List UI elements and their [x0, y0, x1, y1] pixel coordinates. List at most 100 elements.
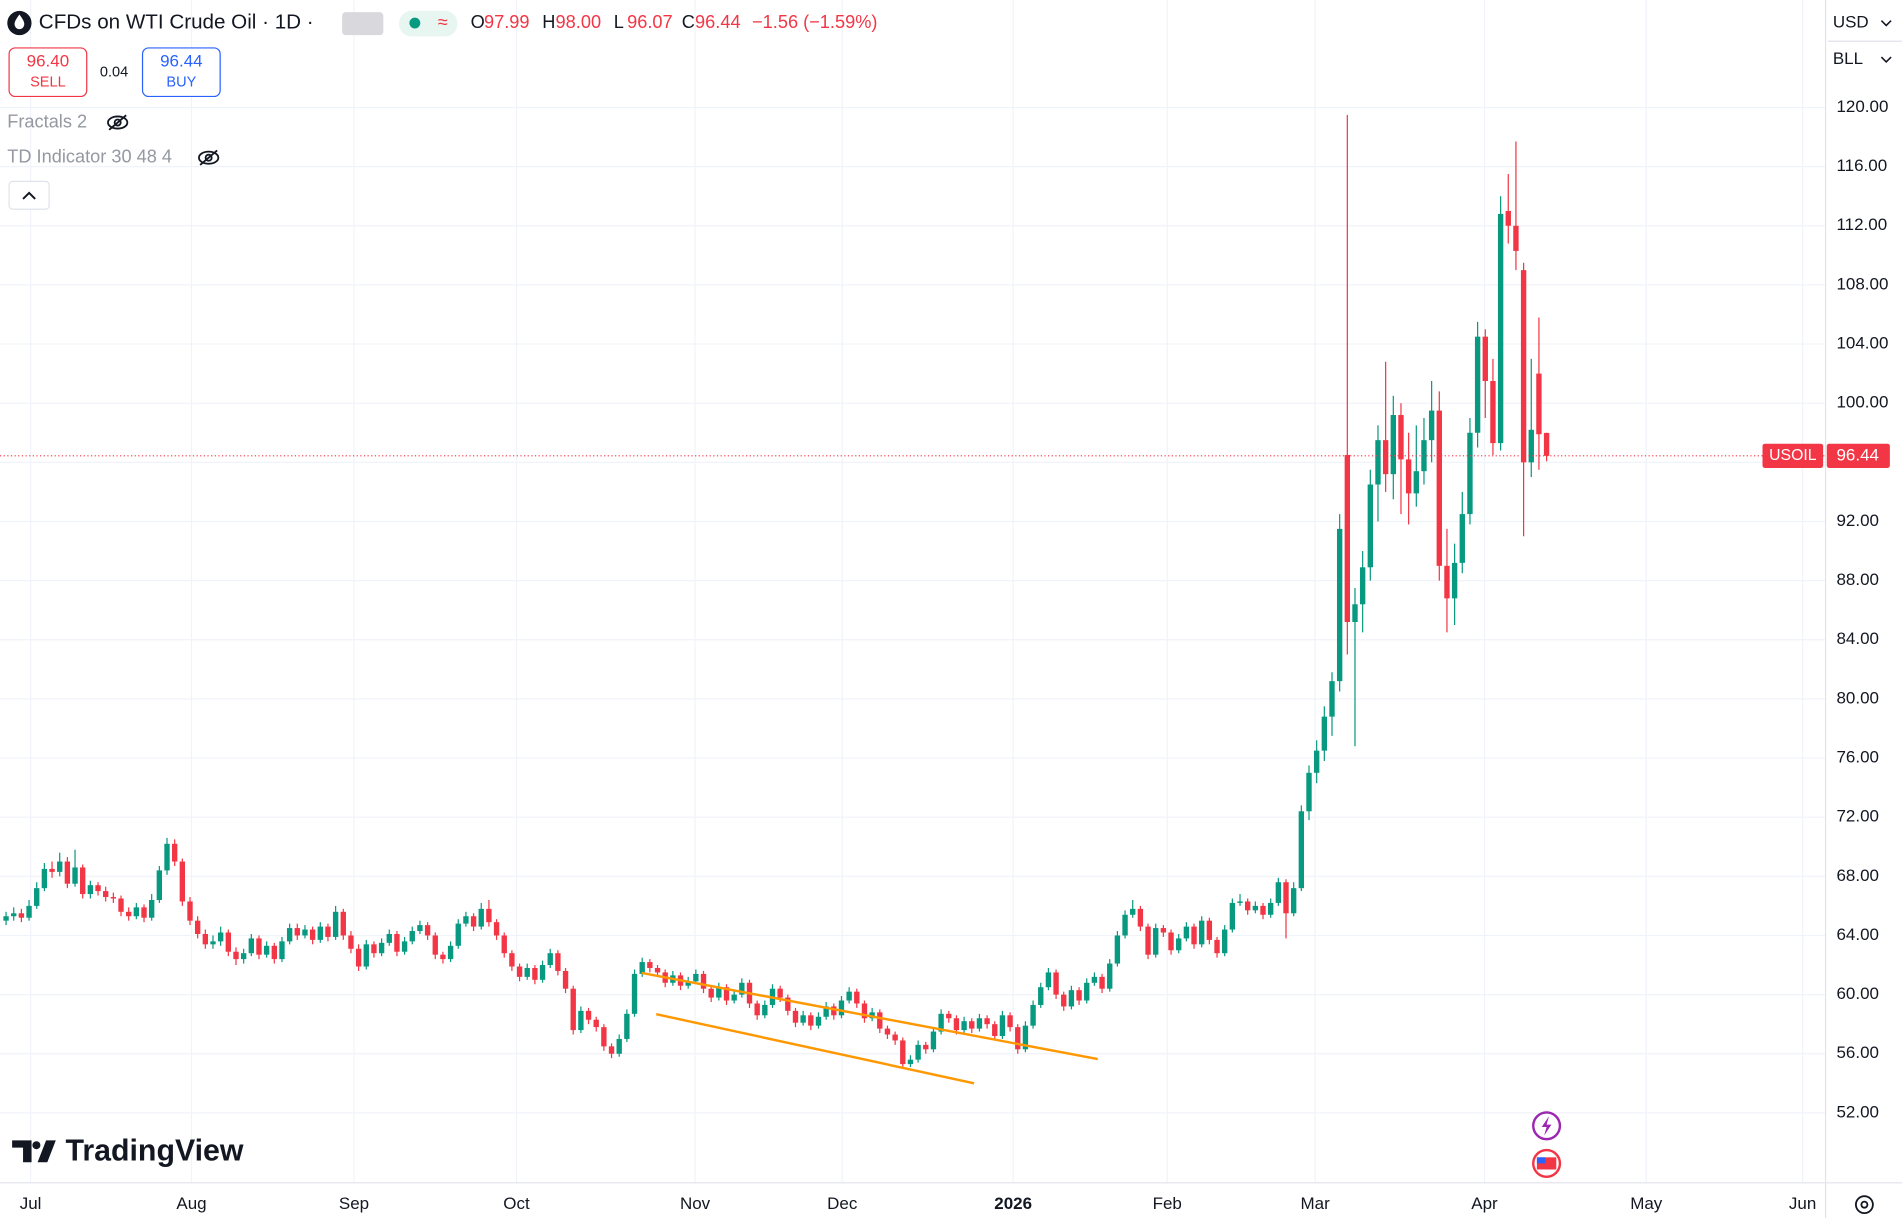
candle-body — [64, 861, 71, 884]
candle-body — [164, 843, 170, 871]
candle-body — [1053, 972, 1059, 995]
indicator-label[interactable]: Fractals 2 — [7, 111, 87, 131]
candle-body — [946, 1013, 952, 1019]
sell-button[interactable] — [8, 47, 88, 98]
candle-body — [348, 935, 354, 949]
y-tick-label: 76.00 — [1836, 748, 1878, 767]
x-tick-label: Jul — [20, 1194, 42, 1213]
candle-body — [1076, 990, 1082, 1001]
trend-line[interactable] — [641, 971, 1098, 1061]
chevron-down — [1880, 20, 1892, 27]
candle-body — [915, 1044, 921, 1060]
ohlc-key: L — [614, 12, 624, 32]
axes: 52.00 56.00 60.00 64.00 68.00 72.00 76.00 80.00… — [0, 97, 1890, 1213]
y-tick-label: 80.00 — [1836, 688, 1878, 707]
candle-body — [1137, 908, 1144, 927]
x-tick-label: Sep — [339, 1194, 369, 1213]
symbol-title[interactable]: CFDs on WTI Crude Oil · 1D · — [39, 11, 314, 34]
candle-body — [731, 994, 737, 1001]
candle-body — [1474, 336, 1481, 433]
candle-body — [1045, 972, 1052, 988]
candle-body — [601, 1027, 607, 1047]
buy-button[interactable] — [141, 47, 221, 98]
candle-body — [1252, 905, 1259, 911]
candle-body — [708, 988, 714, 998]
candle-body — [325, 926, 331, 937]
candle-body — [532, 967, 538, 980]
candle-body — [1482, 336, 1488, 382]
candle-body — [1413, 471, 1419, 494]
candle-body — [754, 1003, 760, 1016]
logo-text[interactable]: TradingView — [66, 1135, 244, 1168]
candle-body — [409, 931, 415, 942]
x-tick-label: Dec — [827, 1194, 858, 1213]
candle-body — [1467, 432, 1473, 515]
candle-body — [654, 967, 661, 973]
candle-body — [1329, 681, 1335, 717]
y-tick-label: 104.00 — [1836, 334, 1888, 353]
change: −1.56 (−1.59%) — [752, 12, 877, 32]
candle-body — [294, 928, 300, 936]
collapse-button[interactable] — [8, 180, 50, 210]
candle-body — [1199, 920, 1205, 945]
candle-body — [355, 948, 362, 967]
y-tick-label: 88.00 — [1836, 570, 1878, 589]
candle-body — [938, 1013, 944, 1032]
candle-body — [401, 941, 408, 952]
candle-body — [539, 965, 546, 980]
candle-body — [854, 991, 860, 1004]
hidden-icon[interactable] — [198, 149, 220, 166]
candle-body — [1237, 901, 1243, 903]
candle-body — [1222, 929, 1228, 954]
candle-body — [1107, 963, 1113, 989]
x-tick-label: Oct — [503, 1194, 530, 1213]
hidden-icon[interactable] — [107, 114, 129, 131]
candle-body — [103, 891, 109, 898]
candle-body — [992, 1024, 998, 1037]
currency[interactable]: USD — [1833, 13, 1869, 32]
candle-body — [217, 932, 224, 942]
candle-body — [1160, 928, 1167, 933]
market-status[interactable] — [399, 10, 458, 37]
candle-body — [271, 945, 277, 960]
candle-body — [1352, 604, 1358, 623]
candle-body — [463, 916, 469, 924]
buy-price: 96.44 — [160, 51, 202, 70]
candle-body — [1061, 994, 1067, 1007]
price-badge-text: 96.44 — [1836, 445, 1878, 464]
candle-body — [953, 1018, 960, 1031]
blurred-exchange — [342, 12, 384, 36]
settings-icon[interactable] — [1854, 1195, 1874, 1215]
candle-body — [302, 929, 308, 936]
unit[interactable]: BLL — [1833, 49, 1863, 68]
candle-body — [286, 928, 293, 942]
chevron-up — [22, 191, 36, 200]
candle-body — [1505, 210, 1511, 226]
candle-body — [179, 861, 186, 902]
candle-body — [1313, 750, 1320, 773]
candle-body — [363, 944, 369, 967]
candle-body — [279, 941, 285, 960]
candle-body — [171, 843, 178, 862]
candle-body — [110, 897, 117, 899]
candle-body — [1099, 976, 1105, 989]
candle-body — [87, 885, 94, 895]
candle-body — [700, 973, 707, 989]
candle-body — [1091, 976, 1098, 983]
candle-body — [1375, 440, 1381, 485]
indicator-label[interactable]: TD Indicator 30 48 4 — [7, 147, 172, 167]
candle-body — [1084, 982, 1090, 1001]
candle-body — [823, 1006, 829, 1017]
candle-body — [1290, 888, 1297, 914]
candle-body — [1191, 926, 1197, 945]
candle-body — [762, 1004, 768, 1016]
candle-body — [1153, 928, 1159, 955]
trend-line[interactable] — [655, 1013, 975, 1085]
candle-body — [118, 898, 124, 912]
ohlc-legend: O 97.99 H 98.00 L 96.07 C 96.44 — [471, 12, 741, 32]
candle-body — [1367, 484, 1373, 568]
y-tick-label: 84.00 — [1836, 629, 1878, 648]
symbol-badge-text: USOIL — [1769, 447, 1817, 464]
candle-body — [156, 870, 163, 900]
